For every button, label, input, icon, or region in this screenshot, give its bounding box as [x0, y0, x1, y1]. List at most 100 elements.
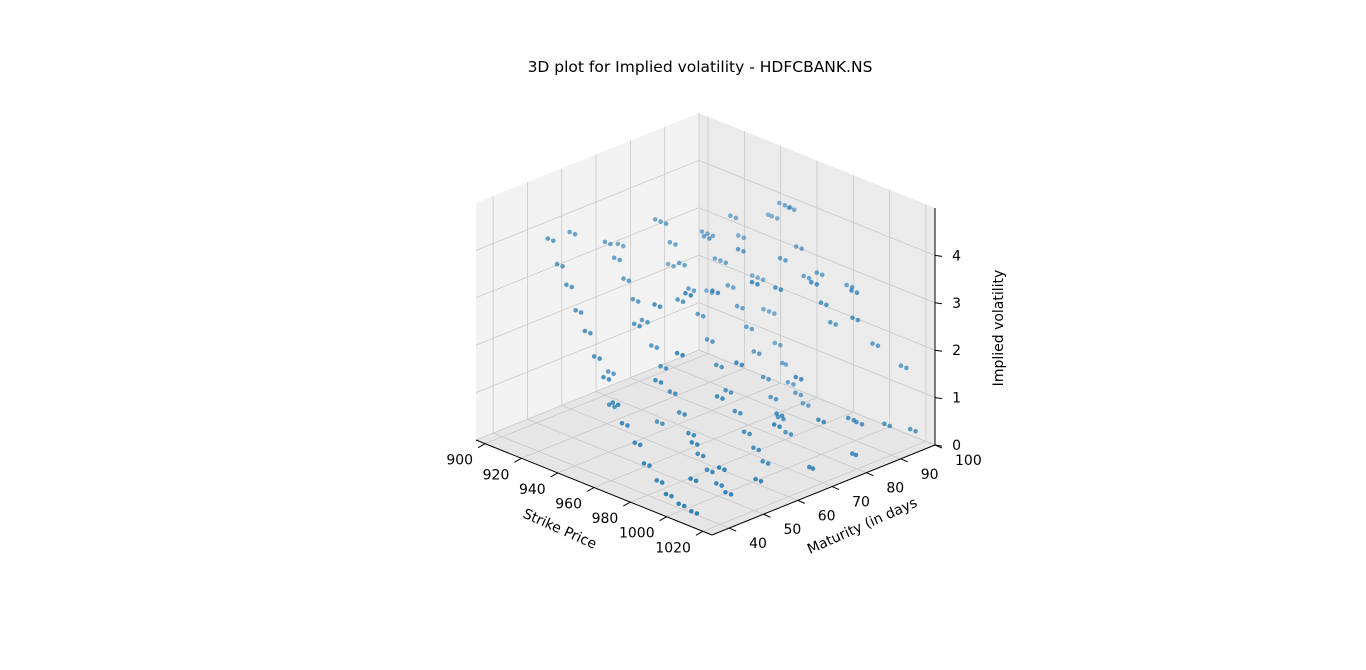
x-tick-mark [695, 530, 704, 536]
scatter-point [680, 299, 686, 305]
scatter-point [741, 249, 746, 254]
scatter-point [741, 429, 747, 435]
scatter-point [597, 356, 602, 361]
scatter-point [769, 213, 775, 219]
scatter-point [798, 392, 804, 398]
scatter-point [777, 424, 782, 430]
scatter-point [755, 275, 760, 280]
scatter-point [744, 324, 749, 330]
z-tick-mark [934, 302, 943, 305]
scatter-point [780, 360, 785, 366]
scatter-point [714, 481, 719, 486]
scatter-point [699, 229, 705, 234]
scatter-point [801, 273, 806, 279]
grid-line-z-left [475, 254, 700, 346]
grid-line-y-floor [664, 363, 901, 460]
scatter-point [573, 308, 578, 313]
scatter-point [800, 401, 806, 406]
scatter-point [712, 256, 718, 261]
scatter-point [669, 493, 674, 499]
scatter-point [775, 216, 780, 221]
x-tick-mark [477, 443, 486, 449]
scatter-point [761, 306, 766, 312]
scatter-point [707, 236, 712, 241]
scatter-point [821, 419, 827, 425]
scatter-point [782, 202, 787, 208]
grid-line-x-floor [630, 411, 854, 503]
scatter-point [674, 350, 680, 356]
scatter-point [632, 440, 638, 446]
y-tick-label: 60 [818, 508, 836, 524]
scatter-point [682, 412, 687, 417]
scatter-point [778, 287, 784, 293]
scatter-point [631, 321, 637, 327]
scatter-point [704, 467, 710, 473]
y-tick-mark [797, 499, 805, 504]
scatter-point [567, 229, 572, 235]
scatter-point [845, 415, 851, 421]
grid-line-x-floor [557, 382, 781, 474]
scatter-point [851, 417, 856, 423]
scatter-point [755, 282, 760, 287]
scatter-point [810, 466, 816, 471]
grid-line-z-right [698, 349, 936, 446]
scatter-point [673, 391, 678, 397]
scatter-point [645, 319, 650, 325]
x-tick-label: 920 [483, 467, 510, 483]
scatter-point [791, 207, 797, 213]
scatter-point [626, 278, 632, 284]
scatter-point [720, 396, 725, 401]
chart-title: 3D plot for Implied volatility - HDFCBAN… [528, 58, 873, 76]
scatter-point [793, 390, 798, 396]
scatter-point [591, 354, 597, 359]
x-tick-label: 960 [555, 497, 582, 513]
y-tick-mark [866, 472, 874, 477]
scatter-point [694, 511, 700, 516]
scatter-point [749, 273, 755, 278]
scatter-point [667, 389, 673, 394]
scatter-point [621, 243, 626, 249]
grid-line-y-floor [595, 391, 833, 487]
scatter-point [714, 394, 720, 399]
scatter-point [637, 323, 642, 329]
scatter-point [751, 349, 757, 354]
scatter-point [554, 261, 560, 267]
scatter-point [652, 217, 658, 222]
scatter-point [778, 342, 783, 348]
scatter-point [722, 467, 727, 473]
scatter-point [718, 258, 723, 263]
scatter-point [774, 411, 779, 416]
scatter-point [688, 293, 694, 298]
scatter-point [898, 363, 904, 369]
scatter-point [659, 480, 665, 485]
scatter-point [676, 260, 682, 266]
scatter-point [665, 261, 671, 267]
scatter-point [667, 240, 673, 245]
scatter-point [740, 306, 745, 311]
scatter-point [688, 476, 693, 481]
scatter-point [657, 304, 663, 310]
x-tick-mark [550, 472, 558, 478]
scatter-point [695, 451, 700, 457]
scatter-point [814, 270, 820, 275]
scatter-point [777, 255, 783, 261]
scatter-point [676, 410, 682, 415]
z-tick-mark [934, 397, 943, 400]
scatter-point [766, 309, 772, 314]
scatter-point [695, 442, 700, 447]
scatter-point [705, 231, 710, 236]
scatter-point [783, 258, 788, 263]
scatter-point [700, 453, 706, 459]
x-axis-label: Strike Price [520, 506, 599, 553]
scatter-point [658, 363, 663, 369]
scatter-point [615, 241, 621, 247]
z-tick-label: 4 [952, 248, 961, 264]
scatter-point [715, 290, 721, 296]
scatter-point [855, 317, 861, 323]
scatter-point [719, 483, 724, 488]
scatter-point [686, 430, 691, 436]
scatter-point [779, 413, 785, 419]
scatter-point [582, 328, 588, 334]
scatter-point [701, 234, 707, 239]
